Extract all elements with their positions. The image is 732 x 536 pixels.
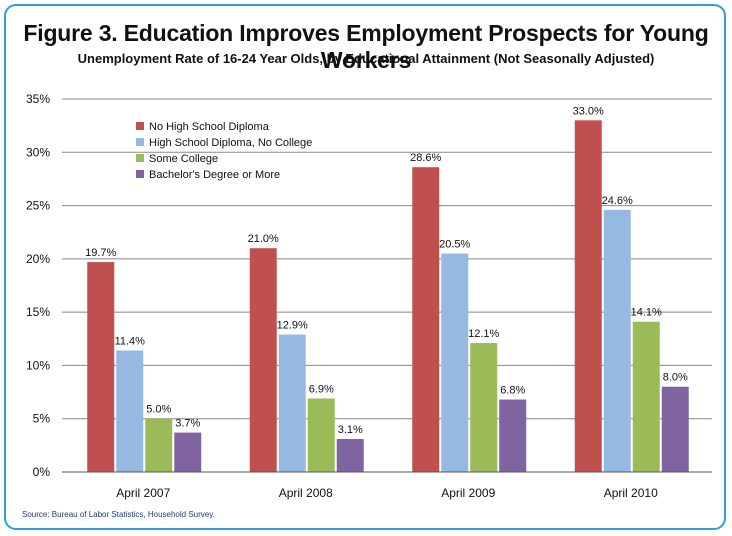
data-label: 12.9% [277, 320, 308, 332]
x-category-label: April 2010 [604, 486, 658, 500]
chart-title: Figure 3. Education Improves Employment … [23, 20, 709, 73]
bar [336, 438, 364, 472]
bar [470, 343, 498, 472]
bar [574, 120, 602, 473]
bar [87, 262, 115, 472]
data-label: 21.0% [248, 233, 279, 245]
data-label: 3.1% [338, 424, 363, 436]
legend-label: Bachelor's Degree or More [149, 169, 280, 181]
legend: No High School Diploma High School Diplom… [136, 121, 312, 181]
data-label: 3.7% [175, 418, 200, 430]
data-label: 11.4% [115, 336, 146, 348]
bar [603, 209, 631, 472]
bar [145, 418, 173, 472]
data-label: 14.1% [631, 307, 662, 319]
y-axis-ticks: 0% 5% 10% 15% 20% 25% 30% 35% [26, 92, 50, 479]
data-label: 33.0% [573, 105, 604, 117]
legend-swatch [136, 170, 144, 178]
data-label: 24.6% [602, 195, 633, 207]
bar [116, 350, 144, 472]
legend-swatch [136, 138, 144, 146]
y-tick-label: 10% [26, 358, 50, 372]
x-category-label: April 2009 [441, 486, 495, 500]
bar [249, 248, 277, 472]
source-note: Source: Bureau of Labor Statistics, Hous… [22, 510, 215, 519]
bar [441, 253, 469, 472]
data-label: 20.5% [439, 239, 470, 251]
data-label: 5.0% [146, 404, 171, 416]
x-category-label: April 2007 [116, 486, 170, 500]
y-tick-label: 15% [26, 305, 50, 319]
chart-subtitle: Unemployment Rate of 16-24 Year Olds, by… [77, 51, 655, 66]
data-label: 28.6% [410, 152, 441, 164]
x-axis-categories: April 2007 April 2008 April 2009 April 2010 [116, 486, 658, 500]
bar [499, 399, 527, 472]
legend-label: No High School Diploma [149, 121, 270, 133]
bar [278, 334, 306, 472]
bar [174, 432, 202, 472]
data-label: 19.7% [85, 247, 116, 259]
bar [412, 167, 440, 472]
legend-label: High School Diploma, No College [149, 137, 312, 149]
data-label: 6.8% [500, 385, 525, 397]
legend-swatch [136, 122, 144, 130]
data-label: 12.1% [468, 328, 499, 340]
legend-swatch [136, 154, 144, 162]
data-label: 6.9% [309, 383, 334, 395]
data-labels: 19.7% 11.4% 5.0% 3.7% 21.0% 12.9% 6.9% 3.1% 28.6… [85, 105, 688, 436]
bars [87, 120, 689, 473]
x-category-label: April 2008 [279, 486, 333, 500]
bar [632, 321, 660, 472]
y-tick-label: 5% [33, 412, 51, 426]
bar [307, 398, 335, 472]
y-tick-label: 35% [26, 92, 50, 106]
data-label: 8.0% [663, 372, 688, 384]
y-tick-label: 0% [33, 465, 51, 479]
bar [661, 386, 689, 472]
y-tick-label: 20% [26, 252, 50, 266]
legend-label: Some College [149, 153, 218, 165]
y-tick-label: 30% [26, 145, 50, 159]
y-tick-label: 25% [26, 199, 50, 213]
